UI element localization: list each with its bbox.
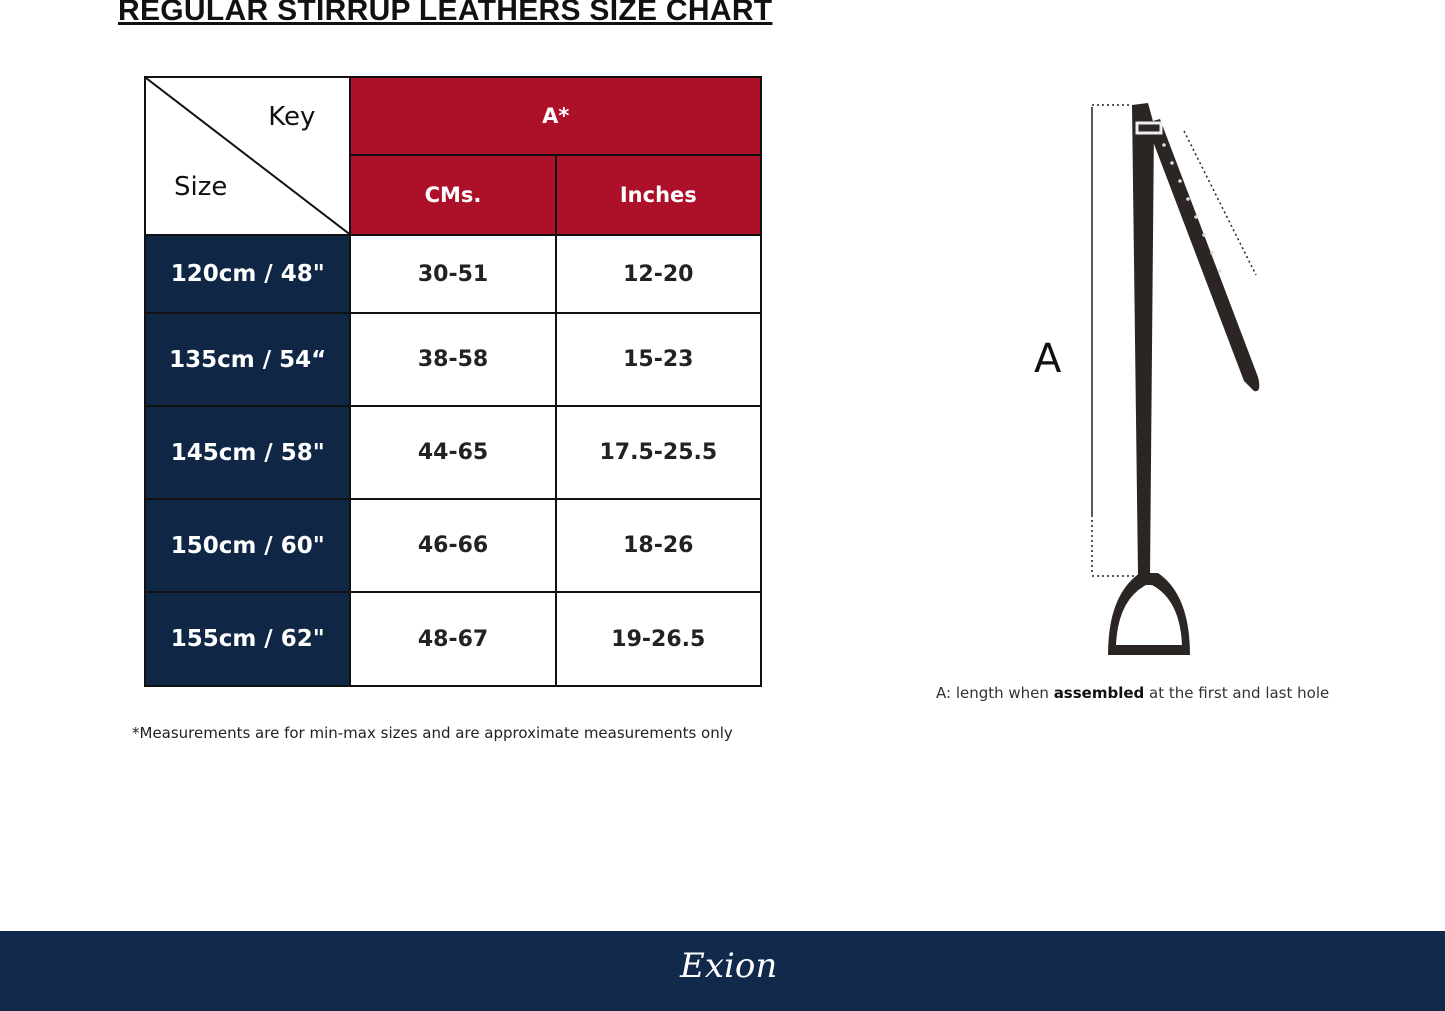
column-header-inches: Inches	[554, 154, 763, 236]
inches-cell: 19-26.5	[554, 591, 763, 687]
cms-cell: 38-58	[349, 312, 557, 407]
inches-cell: 18-26	[554, 498, 763, 593]
key-label: Key	[268, 102, 316, 132]
footer-bar	[0, 931, 1445, 1011]
caption-suffix: at the first and last hole	[1144, 684, 1330, 702]
cms-cell: 48-67	[349, 591, 557, 687]
caption-bold: assembled	[1053, 684, 1145, 702]
stirrup-leather-illustration	[1091, 103, 1260, 655]
inches-cell: 15-23	[554, 312, 763, 407]
table-row: 120cm / 48" 30-51 12-20	[143, 234, 763, 314]
caption-prefix: A: length when	[936, 684, 1054, 702]
cms-cell: 44-65	[349, 405, 557, 500]
column-header-cms: CMs.	[349, 154, 557, 236]
group-header-a: A*	[349, 75, 762, 157]
key-size-corner-cell: Key Size	[143, 76, 352, 236]
inches-cell: 12-20	[554, 234, 763, 314]
table-row: 150cm / 60" 46-66 18-26	[143, 498, 763, 593]
size-chart-table: Key Size A* CMs. Inches 120cm / 48" 30-5…	[143, 75, 763, 687]
diagonal-line	[146, 78, 352, 236]
page-title: REGULAR STIRRUP LEATHERS SIZE CHART	[118, 0, 773, 27]
size-cell: 155cm / 62"	[143, 591, 352, 687]
table-row: 155cm / 62" 48-67 19-26.5	[143, 591, 763, 687]
size-cell: 150cm / 60"	[143, 498, 352, 593]
dimension-label-a: A	[1034, 336, 1062, 382]
inches-cell: 17.5-25.5	[554, 405, 763, 500]
size-cell: 145cm / 58"	[143, 405, 352, 500]
cms-cell: 30-51	[349, 234, 557, 314]
brand-logo: Exion	[680, 946, 778, 986]
cms-cell: 46-66	[349, 498, 557, 593]
table-row: 145cm / 58" 44-65 17.5-25.5	[143, 405, 763, 500]
size-cell: 120cm / 48"	[143, 234, 352, 314]
size-cell: 135cm / 54“	[143, 312, 352, 407]
diagram-caption: A: length when assembled at the first an…	[936, 684, 1329, 702]
measurement-note: *Measurements are for min-max sizes and …	[132, 724, 733, 742]
size-label: Size	[174, 172, 228, 202]
table-row: 135cm / 54“ 38-58 15-23	[143, 312, 763, 407]
